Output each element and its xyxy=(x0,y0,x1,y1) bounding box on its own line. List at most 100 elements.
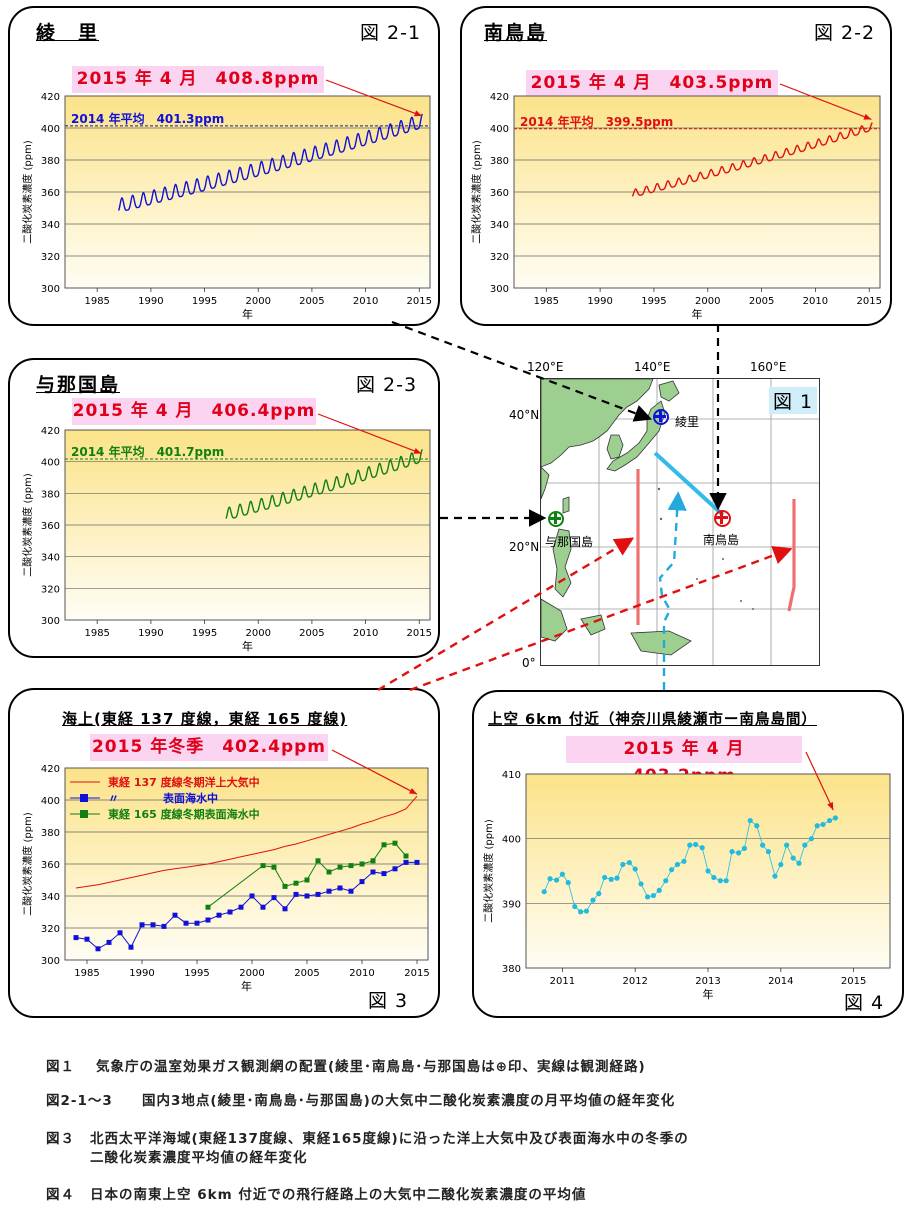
data-point xyxy=(216,912,222,918)
y-tick-label: 300 xyxy=(41,956,60,967)
data-point xyxy=(304,877,310,883)
x-axis-label: 年 xyxy=(692,307,703,321)
annual-mean-label: 2014 年平均 401.7ppm xyxy=(71,444,224,459)
data-point xyxy=(614,875,620,881)
data-point xyxy=(669,867,675,873)
data-point xyxy=(403,853,409,859)
station-map: 図 1 綾里 南鳥島 与那国島 xyxy=(540,378,820,666)
y-tick-label: 400 xyxy=(41,458,60,469)
figure-number: 図 4 xyxy=(844,992,885,1014)
y-tick-label: 320 xyxy=(490,252,509,263)
x-tick-label: 2005 xyxy=(299,296,324,307)
y-tick-label: 420 xyxy=(490,92,509,103)
callout-arrowhead xyxy=(863,113,872,120)
caption-number: 図2-1～3 xyxy=(46,1093,113,1109)
x-tick-label: 1995 xyxy=(192,628,217,639)
y-axis-label: 二酸化炭素濃度 (ppm) xyxy=(21,473,34,577)
data-point xyxy=(572,903,578,910)
caption-text-line2: 二酸化炭素濃度平均値の経年変化 xyxy=(90,1150,308,1166)
data-point xyxy=(161,923,167,929)
y-tick-label: 380 xyxy=(41,489,60,500)
data-point xyxy=(565,880,571,886)
y-tick-label: 320 xyxy=(41,924,60,935)
panel-title: 上空 6km 付近（神奈川県綾瀬市ー南鳥島間） xyxy=(488,712,817,728)
data-point xyxy=(172,912,178,918)
x-tick-label: 1995 xyxy=(641,296,666,307)
y-tick-label: 340 xyxy=(490,220,509,231)
x-tick-label: 2015 xyxy=(407,628,432,639)
y-tick-label: 360 xyxy=(41,521,60,532)
chart-fig2-2: 300 320 340 360 380 400 420 1985 1990 1995 2000 200… xyxy=(470,83,882,321)
data-point xyxy=(663,878,669,884)
data-point xyxy=(348,863,354,869)
data-point xyxy=(826,817,833,824)
chart-fig2-3: 300 320 340 360 380 400 420 1985 1990 1995 2000 200… xyxy=(21,413,432,653)
data-point xyxy=(205,917,211,923)
map-lat-label: 0° xyxy=(522,656,536,670)
callout-arrow xyxy=(779,83,872,120)
data-point xyxy=(282,906,288,912)
x-axis-label: 年 xyxy=(242,639,253,653)
data-point xyxy=(608,876,614,883)
data-point xyxy=(650,892,656,899)
x-tick-label: 2000 xyxy=(246,628,271,639)
data-point xyxy=(337,885,343,891)
x-tick-label: 1990 xyxy=(138,628,163,639)
legend-label: 東経 165 度線冬期表面海水中 xyxy=(108,807,260,821)
data-point xyxy=(183,920,189,926)
map-lon-label: 140°E xyxy=(634,360,671,374)
figure-number: 図 2-1 xyxy=(360,22,422,44)
data-point xyxy=(765,849,772,855)
legend-marker xyxy=(80,794,88,802)
data-point xyxy=(150,922,156,928)
y-tick-label: 400 xyxy=(490,124,509,135)
station-marker-minamitorishima xyxy=(714,510,731,527)
annotation-callout: 2015 年 4 月 408.8ppm xyxy=(72,66,324,93)
series-line xyxy=(225,449,423,519)
data-point xyxy=(802,842,808,848)
x-tick-label: 1995 xyxy=(192,296,217,307)
callout-arrow xyxy=(325,79,423,117)
panel-ryori: 綾 里 図 2-1 2015 年 4 月 408.8ppm 300 320 340 3… xyxy=(8,6,440,326)
callout-arrowhead xyxy=(409,787,417,795)
data-point xyxy=(590,897,596,903)
callout-arrow xyxy=(805,751,834,811)
data-point xyxy=(644,894,651,900)
x-axis-label: 年 xyxy=(241,979,252,993)
x-tick-label: 1985 xyxy=(534,296,559,307)
data-point xyxy=(620,861,626,868)
y-tick-label: 380 xyxy=(490,156,509,167)
data-point xyxy=(370,869,376,875)
data-point xyxy=(808,836,814,842)
data-point xyxy=(227,909,233,915)
data-point xyxy=(381,871,387,877)
data-point xyxy=(282,883,288,889)
data-point xyxy=(796,860,802,866)
caption-text: 日本の南東上空 6km 付近での飛行経路上の大気中二酸化炭素濃度の平均値 xyxy=(90,1187,587,1203)
data-point xyxy=(414,859,420,865)
figure-number: 図 3 xyxy=(368,990,409,1012)
data-point xyxy=(723,878,729,884)
y-tick-label: 340 xyxy=(41,553,60,564)
data-point xyxy=(541,889,547,895)
map-lon-label: 160°E xyxy=(750,360,787,374)
x-axis-label: 年 xyxy=(703,987,714,1001)
y-tick-label: 380 xyxy=(41,828,60,839)
x-tick-label: 2013 xyxy=(695,976,720,987)
data-point xyxy=(693,841,699,848)
data-point xyxy=(117,930,123,936)
chart-fig3: 300 320 340 360 380 400 420 1985 1990 1995 2000 200… xyxy=(21,749,430,993)
data-point xyxy=(238,904,244,910)
x-tick-label: 2011 xyxy=(550,976,575,987)
legend-marker xyxy=(80,810,88,818)
data-point xyxy=(260,904,266,910)
callout-arrowhead xyxy=(827,801,834,810)
data-point xyxy=(699,845,705,851)
caption-text: 気象庁の温室効果ガス観測網の配置(綾里･南鳥島･与那国島は⊕印、実線は観測経路) xyxy=(96,1059,646,1075)
x-tick-label: 2015 xyxy=(404,968,429,979)
figure-number: 図 2-2 xyxy=(814,22,876,44)
chart-fig4: 380 390 400 410 2011 2012 2013 2014 2015 年 二酸化炭素濃度… xyxy=(482,751,891,1001)
x-tick-label: 2015 xyxy=(407,296,432,307)
data-point xyxy=(128,944,134,950)
data-point xyxy=(711,874,717,881)
